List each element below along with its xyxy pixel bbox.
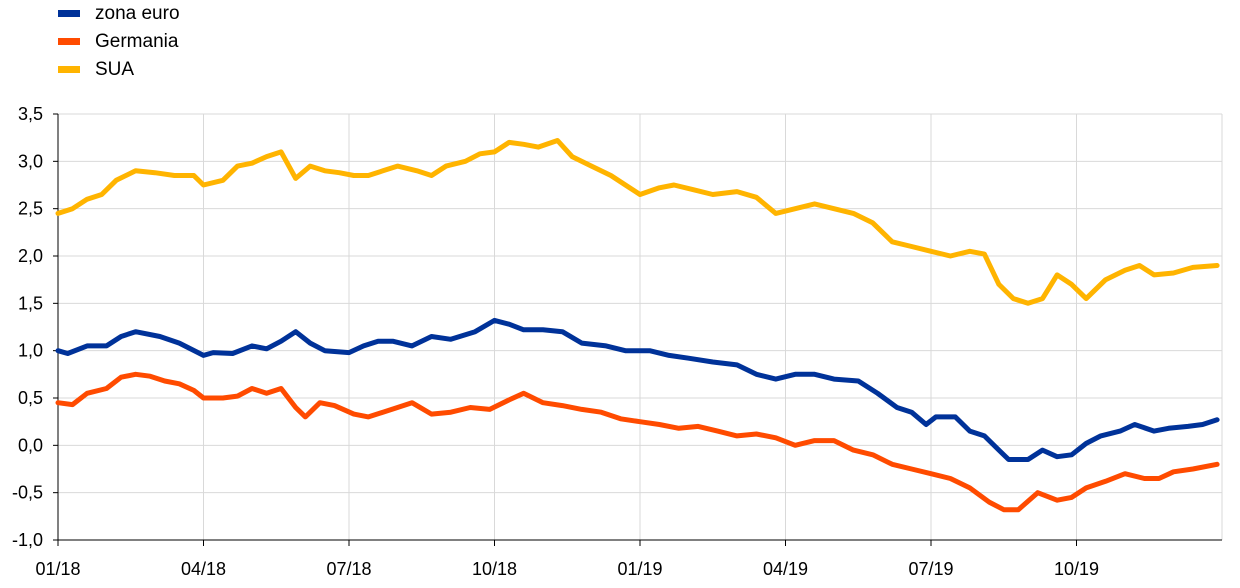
x-tick-label: 01/19: [617, 559, 662, 579]
grid-lines: [58, 113, 1223, 540]
y-tick-label: 0,5: [18, 388, 43, 408]
y-tick-label: 1,5: [18, 293, 43, 313]
series-line-germania: [55, 371, 1220, 513]
y-tick-label: 2,0: [18, 246, 43, 266]
y-tick-label: -1,0: [12, 530, 43, 550]
legend-swatch-sua: [58, 66, 80, 73]
legend-label-germania: Germania: [95, 31, 179, 52]
series-line-zona-euro: [55, 317, 1220, 462]
x-tick-label: 04/19: [763, 559, 808, 579]
y-tick-label: 0,0: [18, 435, 43, 455]
legend-label-sua: SUA: [95, 59, 135, 80]
y-tick-label: 1,0: [18, 341, 43, 361]
x-tick-label: 10/18: [472, 559, 517, 579]
series-lines: [55, 138, 1220, 513]
legend-swatch-germania: [58, 38, 80, 45]
tick-labels: 3,5 3,0 2,5 2,0 1,5 1,0 0,5 0,0 -0,5 -1,0 01/18 04/…: [12, 104, 1099, 579]
legend-swatch-zona-euro: [58, 10, 80, 17]
y-tick-label: 3,5: [18, 104, 43, 124]
y-tick-label: 2,5: [18, 199, 43, 219]
x-tick-label: 04/18: [181, 559, 226, 579]
x-tick-label: 01/18: [35, 559, 80, 579]
y-tick-label: 3,0: [18, 151, 43, 171]
x-tick-label: 07/19: [908, 559, 953, 579]
x-tick-label: 07/18: [326, 559, 371, 579]
x-tick-label: 10/19: [1054, 559, 1099, 579]
y-tick-label: -0,5: [12, 483, 43, 503]
axes: [53, 113, 1222, 546]
legend-label-zona-euro: zona euro: [95, 3, 180, 24]
series-line-sua: [55, 138, 1220, 306]
